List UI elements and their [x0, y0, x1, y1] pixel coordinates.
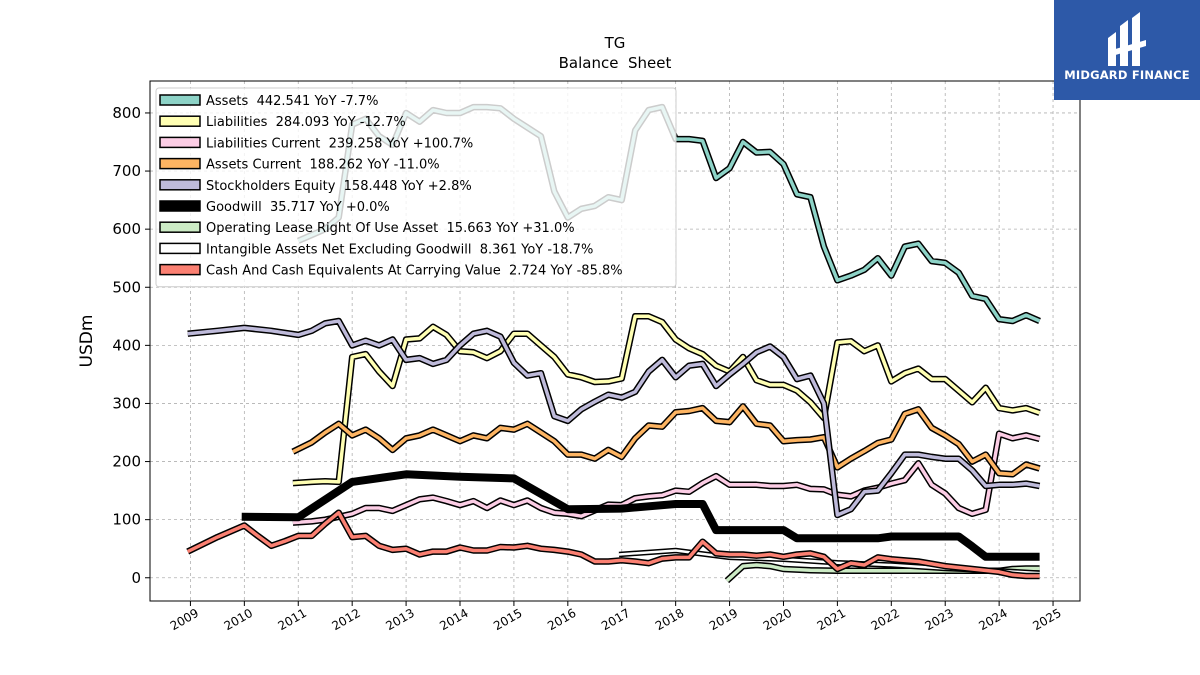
legend-label: Goodwill 35.717 YoY +0.0% [206, 200, 390, 215]
x-tick-label: 2023 [922, 606, 955, 633]
x-tick-label: 2015 [491, 606, 524, 633]
x-tick-label: 2018 [653, 606, 686, 633]
x-tick-label: 2009 [168, 606, 201, 633]
x-tick-label: 2019 [707, 606, 740, 633]
x-tick-label: 2010 [222, 606, 255, 633]
y-tick-label: 100 [112, 511, 141, 529]
x-tick-label: 2024 [976, 606, 1009, 633]
legend-label: Stockholders Equity 158.448 YoY +2.8% [206, 179, 472, 194]
legend-label: Cash And Cash Equivalents At Carrying Va… [206, 264, 623, 279]
legend-label: Operating Lease Right Of Use Asset 15.66… [206, 221, 575, 236]
y-axis-label: USDm [77, 315, 97, 368]
legend-swatch [159, 263, 201, 276]
series-line-stockholders-equity [187, 319, 1040, 517]
x-tick-label: 2014 [437, 606, 470, 633]
x-tick-label: 2016 [545, 606, 578, 633]
x-tick-label: 2011 [276, 606, 309, 633]
legend-swatch [159, 136, 201, 149]
logo-text: MIDGARD FINANCE [1064, 68, 1190, 82]
legend-label: Liabilities 284.093 YoY -12.7% [206, 115, 406, 130]
y-tick-label: 800 [112, 104, 141, 122]
legend-label: Intangible Assets Net Excluding Goodwill… [206, 242, 593, 257]
series-line-goodwill [241, 470, 1040, 561]
y-tick-label: 500 [112, 278, 141, 296]
series-line-assets-current [292, 404, 1041, 477]
x-tick-label: 2020 [761, 606, 794, 633]
y-tick-label: 300 [112, 394, 141, 412]
legend-label: Assets 442.541 YoY -7.7% [206, 94, 378, 109]
x-tick-label: 2021 [815, 606, 848, 633]
x-tick-label: 2025 [1030, 606, 1063, 633]
x-tick-label: 2013 [383, 606, 416, 633]
x-tick-label: 2017 [599, 606, 632, 633]
legend-swatch [159, 200, 201, 212]
legend-label: Liabilities Current 239.258 YoY +100.7% [206, 136, 473, 151]
midgard-finance-logo: MIDGARD FINANCE [1054, 0, 1200, 100]
y-tick-label: 0 [131, 569, 141, 587]
legend-swatch [159, 221, 201, 233]
legend-label: Assets Current 188.262 YoY -11.0% [206, 158, 440, 173]
legend: Assets 442.541 YoY -7.7% Liabilities 284.… [155, 87, 677, 288]
legend-box [155, 87, 677, 288]
y-tick-label: 200 [112, 453, 141, 471]
series-line-cash-and-cash-equivalents-at-carrying-value [186, 510, 1040, 578]
legend-swatch [159, 157, 201, 170]
series-line-liabilities-current [292, 431, 1041, 525]
plot-frame [149, 80, 1081, 602]
legend-swatch [159, 242, 201, 255]
y-tick-label: 400 [112, 336, 141, 354]
midgard-logo-mark-icon [1108, 12, 1146, 66]
chart-subtitle: Balance Sheet [559, 54, 672, 72]
legend-swatch [159, 115, 201, 127]
x-tick-label: 2012 [329, 606, 362, 633]
y-tick-label: 700 [112, 162, 141, 180]
series-outline-stockholders-equity [187, 317, 1041, 519]
x-tick-label: 2022 [869, 606, 902, 633]
chart-title: TG [604, 34, 626, 52]
series-line-liabilities [292, 314, 1041, 485]
legend-swatch [159, 179, 201, 191]
y-tick-label: 600 [112, 220, 141, 238]
legend-swatch [159, 94, 201, 106]
